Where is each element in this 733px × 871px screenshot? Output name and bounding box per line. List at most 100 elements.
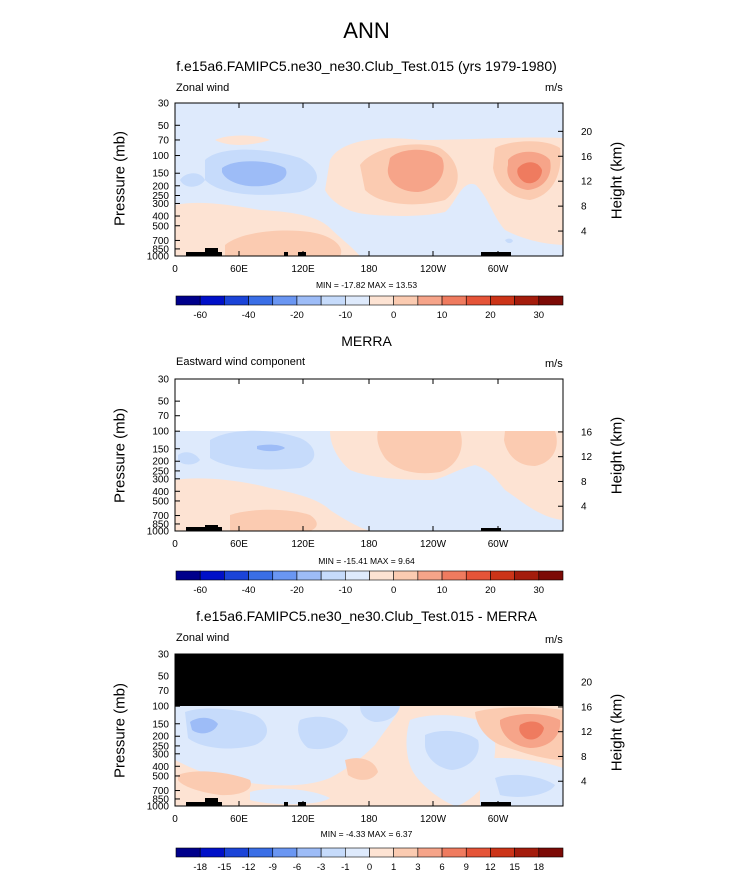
panel-2-colorbar-box <box>320 570 346 581</box>
panel-2-colorbar-box <box>490 570 515 581</box>
panel-3-y-tick-label: 200 <box>152 732 169 743</box>
panel-1-y2-tick-label: 8 <box>581 202 587 213</box>
panel-3-colorbar-label: -3 <box>317 862 325 871</box>
panel-2-x-tick-label: 180 <box>361 539 378 550</box>
panel-3-colorbar-box <box>199 847 225 858</box>
panel-1-y-tick-label: 30 <box>158 99 170 110</box>
panel-3-y-tick-label: 700 <box>152 786 169 797</box>
panel-1-y-tick-label: 200 <box>152 181 169 192</box>
panel-3-y-tick-label: 850 <box>152 794 169 805</box>
panel-1-topography-block <box>298 252 306 256</box>
panel-3-y-tick-label: 300 <box>152 749 169 760</box>
panel-2-colorbar-box <box>465 570 491 581</box>
panel-3-y-tick-label: 100 <box>152 702 169 713</box>
panel-2-colorbar-box <box>345 570 370 581</box>
panel-3-contours <box>175 706 563 806</box>
panel-1-positive-region <box>225 230 342 256</box>
panel-2-topography <box>186 525 501 531</box>
panel-2-negative-region <box>257 444 285 452</box>
panel-2-colorbar-box <box>272 570 298 581</box>
panel-2-x-tick-label: 60W <box>488 539 509 550</box>
panel-3-y2-tick-label: 12 <box>581 727 593 738</box>
panel-3-y2-tick-label: 16 <box>581 702 593 713</box>
panel-2-y-tick-label: 250 <box>152 466 169 477</box>
panel-3-colorbar-label: -6 <box>293 862 301 871</box>
panel-1-colorbar-box <box>296 295 322 306</box>
panel-3-colorbar-label: -1 <box>341 862 349 871</box>
panel-2-contours <box>175 430 563 531</box>
panel-1-colorbar-box <box>224 295 249 306</box>
panel-2-negative-region <box>178 452 200 465</box>
panel-1-colorbar-box <box>248 295 274 306</box>
panel-1-y-tick-label: 700 <box>152 236 169 247</box>
panel-3-colorbar-label: 9 <box>464 862 469 871</box>
panel-1-y-tick-label: 300 <box>152 199 169 210</box>
panel-2-colorbar-label: -10 <box>338 585 352 596</box>
panel-1-y-tick-label: 500 <box>152 221 169 232</box>
panel-3-colorbar-box <box>417 847 443 858</box>
panel-1-y-tick-label: 400 <box>152 212 169 223</box>
panel-1-negative-region <box>505 238 513 244</box>
panel-2-colorbar-box <box>369 570 394 581</box>
panel-3-colorbar-box <box>248 847 274 858</box>
panel-1-colorbar-label: 0 <box>391 310 396 321</box>
panel-1-colorbar-box <box>514 295 540 306</box>
panel-2-y-tick-label: 500 <box>152 496 169 507</box>
panel-3-colorbar-label: 18 <box>534 862 545 871</box>
panel-1-colorbar-box <box>538 295 564 306</box>
panel-3-x-tick-label: 0 <box>172 814 178 825</box>
panel-3-y2-tick-label: 20 <box>581 678 593 689</box>
panel-2-colorbar-label: -40 <box>242 585 256 596</box>
panel-2-y2-tick-label: 8 <box>581 477 587 488</box>
panel-1-colorbar-label: 20 <box>485 310 496 321</box>
panel-2-y-tick-label: 700 <box>152 511 169 522</box>
panel-1-topography-block <box>481 252 511 256</box>
panel-2-y-tick-label: 30 <box>158 375 170 386</box>
panel-1-y-tick-label: 70 <box>158 135 170 146</box>
panel-3-topography-block <box>481 802 511 806</box>
panel-2-y-tick-label: 200 <box>152 457 169 468</box>
panel-1-x-tick-label: 60W <box>488 264 509 275</box>
panel-2-colorbar-box <box>248 570 274 581</box>
panel-1-colorbar-box <box>490 295 515 306</box>
panel-3-missing-region <box>175 654 563 706</box>
panel-2-y-tick-label: 300 <box>152 474 169 485</box>
panel-1-title: f.e15a6.FAMIPC5.ne30_ne30.Club_Test.015 … <box>176 58 557 74</box>
panel-2-positive-region <box>504 431 557 466</box>
panel-1-units: m/s <box>545 82 563 94</box>
panel-2-positive-region <box>377 431 462 474</box>
panel-3-y-tick-label: 1000 <box>147 802 170 813</box>
panel-3-topography <box>186 798 511 806</box>
panel-3-colorbar-box <box>345 847 370 858</box>
panel-3-colorbar-label: -15 <box>218 862 232 871</box>
panel-1-colorbar-label: -60 <box>193 310 207 321</box>
panel-1-y-tick-label: 50 <box>158 121 170 132</box>
panel-2-y2-tick-label: 4 <box>581 502 587 513</box>
panel-3-colorbar-box <box>296 847 322 858</box>
panel-3-y-tick-label: 50 <box>158 672 170 683</box>
panel-3-colorbar-box <box>514 847 540 858</box>
panel-1-positive-region <box>517 162 542 184</box>
panel-2-plot <box>175 379 563 531</box>
panel-2-y-tick-label: 1000 <box>147 527 170 538</box>
panel-3-colorbar-label: 6 <box>439 862 444 871</box>
panel-1-colorbar-label: 10 <box>437 310 448 321</box>
panel-1-y2-tick-label: 12 <box>581 177 593 188</box>
panel-1-colorbar-label: -10 <box>338 310 352 321</box>
panel-1-colorbar-box <box>369 295 394 306</box>
panel-3-minmax: MIN = -4.33 MAX = 6.37 <box>320 829 413 839</box>
panel-3-y-tick-label: 30 <box>158 650 170 661</box>
panel-1-y2-tick-label: 4 <box>581 227 587 238</box>
panel-1-y-tick-label: 100 <box>152 151 169 162</box>
panel-1-x-tick-label: 0 <box>172 264 178 275</box>
panel-2-y-tick-label: 150 <box>152 444 169 455</box>
panel-3-y2-tick-label: 8 <box>581 752 587 763</box>
panel-2-colorbar-label: -60 <box>193 585 207 596</box>
panel-3-y-tick-label: 250 <box>152 741 169 752</box>
panel-1-y2-tick-label: 16 <box>581 152 593 163</box>
panel-3-topography-block <box>186 802 222 806</box>
panel-3-colorbar-label: -18 <box>193 862 207 871</box>
panel-1-topography <box>186 248 511 256</box>
panel-3-negative-region <box>360 706 400 722</box>
